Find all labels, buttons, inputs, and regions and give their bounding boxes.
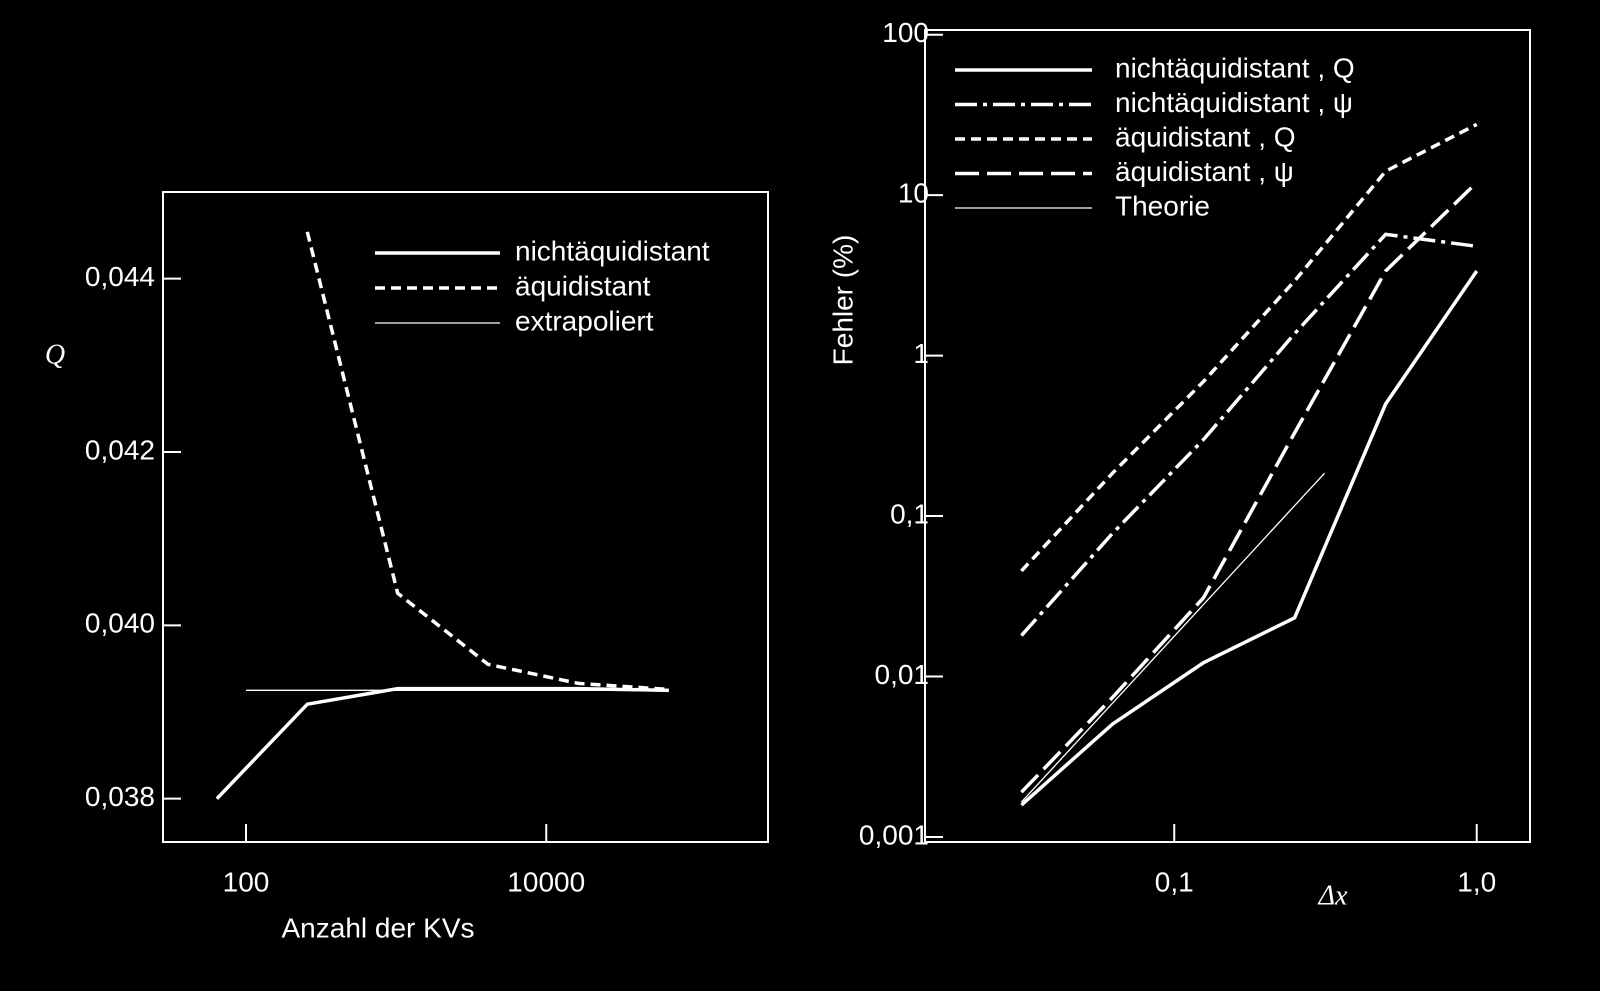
legend-label: Theorie xyxy=(1115,190,1210,221)
series-line xyxy=(1020,122,1478,573)
series-line xyxy=(1020,269,1479,807)
y-tick-label: 0,044 xyxy=(85,261,155,292)
legend-label: äquidistant xyxy=(515,270,651,301)
legend-label: nichtäquidistant , ψ xyxy=(1115,87,1353,118)
series-line xyxy=(1020,472,1326,803)
x-tick-label: 0,1 xyxy=(1155,866,1194,897)
y-tick-label: 0,001 xyxy=(859,819,929,850)
y-tick-label: 100 xyxy=(882,17,929,48)
series-line xyxy=(1020,232,1477,637)
y-axis-label: Q xyxy=(45,339,65,370)
y-tick-label: 10 xyxy=(898,178,929,209)
x-axis-label: Δx xyxy=(1318,880,1348,911)
legend-label: extrapoliert xyxy=(515,305,654,336)
x-tick-label: 100 xyxy=(223,866,270,897)
y-tick-label: 0,1 xyxy=(890,498,929,529)
legend-label: äquidistant , Q xyxy=(1115,121,1296,152)
plot-frame xyxy=(924,29,1531,843)
x-tick-label: 1,0 xyxy=(1457,866,1496,897)
legend-label: äquidistant , ψ xyxy=(1115,156,1294,187)
x-axis-label: Anzahl der KVs xyxy=(282,912,475,943)
x-tick-label: 10000 xyxy=(507,866,585,897)
y-tick-label: 0,01 xyxy=(875,659,930,690)
legend-label: nichtäquidistant , Q xyxy=(1115,52,1355,83)
y-tick-label: 0,040 xyxy=(85,608,155,639)
y-tick-label: 1 xyxy=(913,338,929,369)
y-tick-label: 0,042 xyxy=(85,434,155,465)
y-axis-label: Fehler (%) xyxy=(827,235,858,366)
series-line xyxy=(305,231,669,692)
y-tick-label: 0,038 xyxy=(85,781,155,812)
legend-label: nichtäquidistant xyxy=(515,235,710,266)
plot-frame xyxy=(162,191,769,843)
series-line xyxy=(215,686,669,800)
series-line xyxy=(1020,181,1478,794)
